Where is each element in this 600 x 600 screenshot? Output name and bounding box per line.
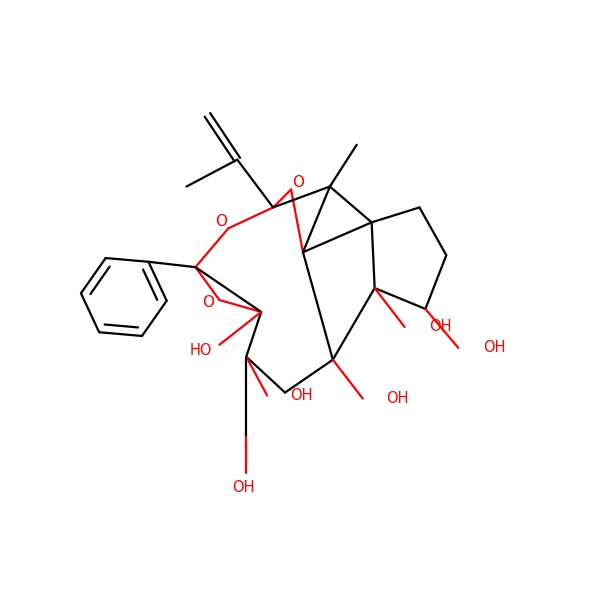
Text: HO: HO	[190, 343, 212, 358]
Text: OH: OH	[386, 391, 409, 406]
Text: O: O	[215, 214, 227, 229]
Text: OH: OH	[232, 481, 254, 496]
Text: OH: OH	[290, 388, 313, 403]
Text: O: O	[292, 175, 304, 190]
Text: O: O	[203, 295, 215, 310]
Text: OH: OH	[484, 340, 506, 355]
Text: OH: OH	[430, 319, 452, 334]
